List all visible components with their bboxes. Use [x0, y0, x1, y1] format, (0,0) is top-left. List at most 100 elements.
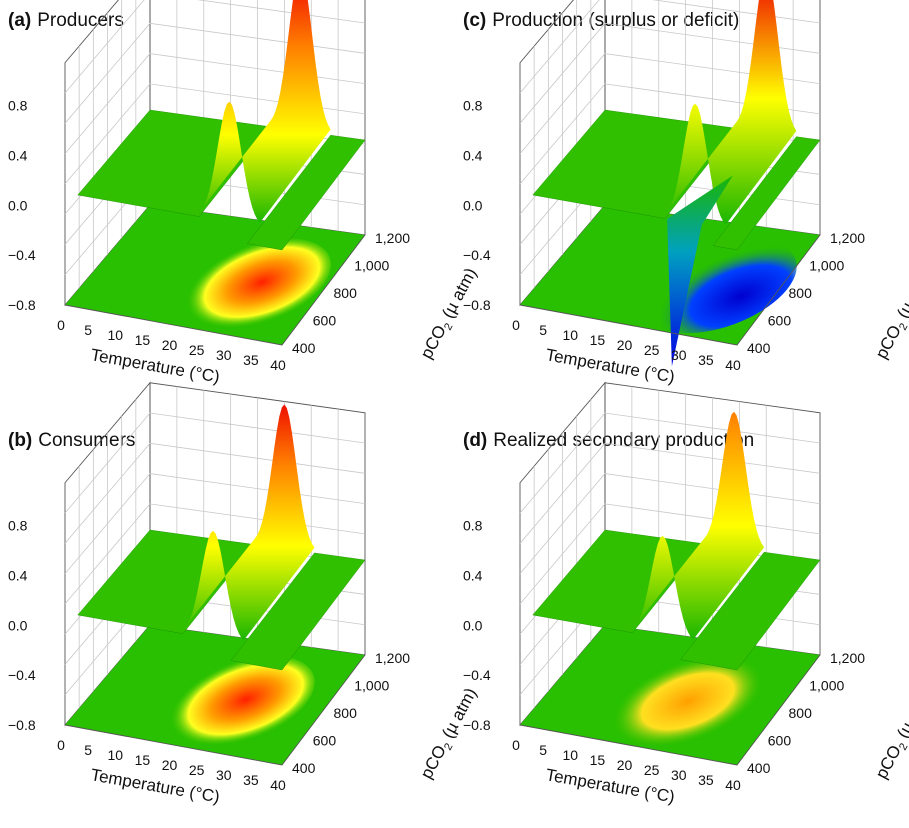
z-tick-label: 0.0 [463, 197, 483, 213]
z-tick-label: 0.4 [8, 567, 28, 583]
y-tick-label: 1,000 [354, 258, 389, 274]
z-tick-label: −0.4 [463, 247, 491, 263]
panel-letter: (b) [8, 430, 32, 451]
surface [77, 0, 366, 251]
y-axis-label: pCO2 (µ atm) [417, 685, 483, 784]
panel-title-text: Production (surplus or deficit) [492, 10, 739, 31]
surface-trough [667, 175, 733, 367]
surface-peak [664, 0, 797, 225]
x-tick-label: 0 [512, 737, 520, 753]
x-tick-label: 5 [84, 742, 92, 758]
axis-frame [519, 234, 821, 346]
y-tick-label: 600 [313, 313, 337, 329]
x-tick-label: 15 [135, 752, 151, 768]
y-axis-label-subscript: 2 [897, 321, 909, 332]
panel-title-text: Consumers [38, 430, 135, 451]
y-axis-label-unit: (µ atm) [436, 265, 480, 326]
y-axis-label: pCO2 (µ atm) [417, 265, 483, 364]
panel-title-text: Producers [37, 10, 124, 31]
y-axis-label-subscript: 2 [897, 741, 909, 752]
x-tick-label: 40 [725, 777, 741, 793]
x-tick-label: 30 [671, 347, 687, 363]
y-tick-label: 1,200 [830, 650, 865, 666]
panel-title: (a) Producers [8, 10, 124, 31]
z-tick-label: 0.4 [463, 567, 483, 583]
y-axis-label-unit: (µ atm) [436, 685, 480, 746]
panel-title-text: Realized secondary production [493, 430, 754, 451]
x-tick-label: 25 [189, 762, 205, 778]
panel-letter: (a) [8, 10, 31, 31]
x-tick-label: 40 [725, 357, 741, 373]
x-tick-label: 20 [617, 757, 633, 773]
x-tick-label: 20 [162, 337, 178, 353]
x-tick-label: 0 [57, 317, 65, 333]
z-tick-label: 0.4 [8, 147, 28, 163]
x-tick-label: 20 [162, 757, 178, 773]
y-tick-label: 400 [292, 340, 316, 356]
x-tick-label: 10 [107, 747, 123, 763]
x-tick-label: 20 [617, 337, 633, 353]
x-tick-label: 10 [562, 327, 578, 343]
z-tick-label: 0.8 [8, 518, 28, 534]
z-tick-label: −0.8 [8, 717, 36, 733]
axis-frame [64, 654, 366, 766]
y-axis-label-subscript: 2 [442, 321, 455, 332]
x-tick-label: 35 [243, 772, 259, 788]
z-tick-label: −0.8 [8, 297, 36, 313]
surface [532, 0, 821, 367]
z-tick-label: 0.0 [8, 617, 28, 633]
panel-title: (c) Production (surplus or deficit) [463, 10, 739, 31]
z-tick-label: −0.8 [463, 717, 491, 733]
z-tick-label: 0.0 [463, 617, 483, 633]
z-tick-label: 0.8 [463, 518, 483, 534]
contour-hotspot [178, 238, 331, 332]
y-tick-label: 800 [789, 285, 813, 301]
y-axis-label-unit: (µ atm) [891, 685, 909, 746]
contour-hotspot [611, 654, 765, 748]
y-tick-label: 600 [768, 313, 792, 329]
y-tick-label: 400 [747, 760, 771, 776]
axis-frame [64, 234, 366, 346]
axis-frame [519, 654, 821, 766]
panel-production-surplus-deficit: (c) Production (surplus or deficit) 0 5 10 15… [463, 0, 909, 387]
x-tick-label: 0 [512, 317, 520, 333]
y-tick-label: 600 [313, 733, 337, 749]
y-tick-label: 1,000 [809, 678, 844, 694]
contour-hotspot [161, 655, 315, 749]
panel-letter: (d) [463, 430, 487, 451]
y-axis-label: pCO2 (µ atm) [872, 685, 909, 784]
y-tick-label: 800 [334, 705, 358, 721]
x-tick-label: 5 [84, 322, 92, 338]
y-tick-label: 1,000 [354, 678, 389, 694]
panel-letter: (c) [463, 10, 486, 31]
surface-peak [632, 411, 765, 640]
x-tick-label: 10 [107, 327, 123, 343]
x-tick-label: 25 [189, 342, 205, 358]
x-tick-label: 10 [562, 747, 578, 763]
x-tick-label: 30 [671, 767, 687, 783]
z-tick-label: 0.4 [463, 147, 483, 163]
y-tick-label: 1,000 [809, 258, 844, 274]
x-tick-label: 15 [135, 332, 151, 348]
x-tick-label: 30 [216, 767, 232, 783]
z-tick-label: −0.8 [463, 297, 491, 313]
z-tick-label: −0.4 [8, 247, 36, 263]
y-tick-label: 800 [789, 705, 813, 721]
panel-title: (b) Consumers [8, 430, 135, 451]
x-tick-label: 35 [243, 352, 259, 368]
x-tick-label: 15 [590, 332, 606, 348]
z-tick-label: 0.8 [8, 98, 28, 114]
surface-peak [182, 404, 315, 641]
x-tick-label: 35 [698, 772, 714, 788]
surface-peak [199, 0, 331, 223]
y-axis-label: pCO2 (µ atm) [872, 265, 909, 364]
z-tick-label: −0.4 [8, 667, 36, 683]
x-tick-label: 40 [270, 357, 286, 373]
x-tick-label: 25 [644, 342, 660, 358]
y-tick-label: 1,200 [375, 650, 410, 666]
z-tick-label: 0.0 [8, 197, 28, 213]
x-tick-label: 40 [270, 777, 286, 793]
